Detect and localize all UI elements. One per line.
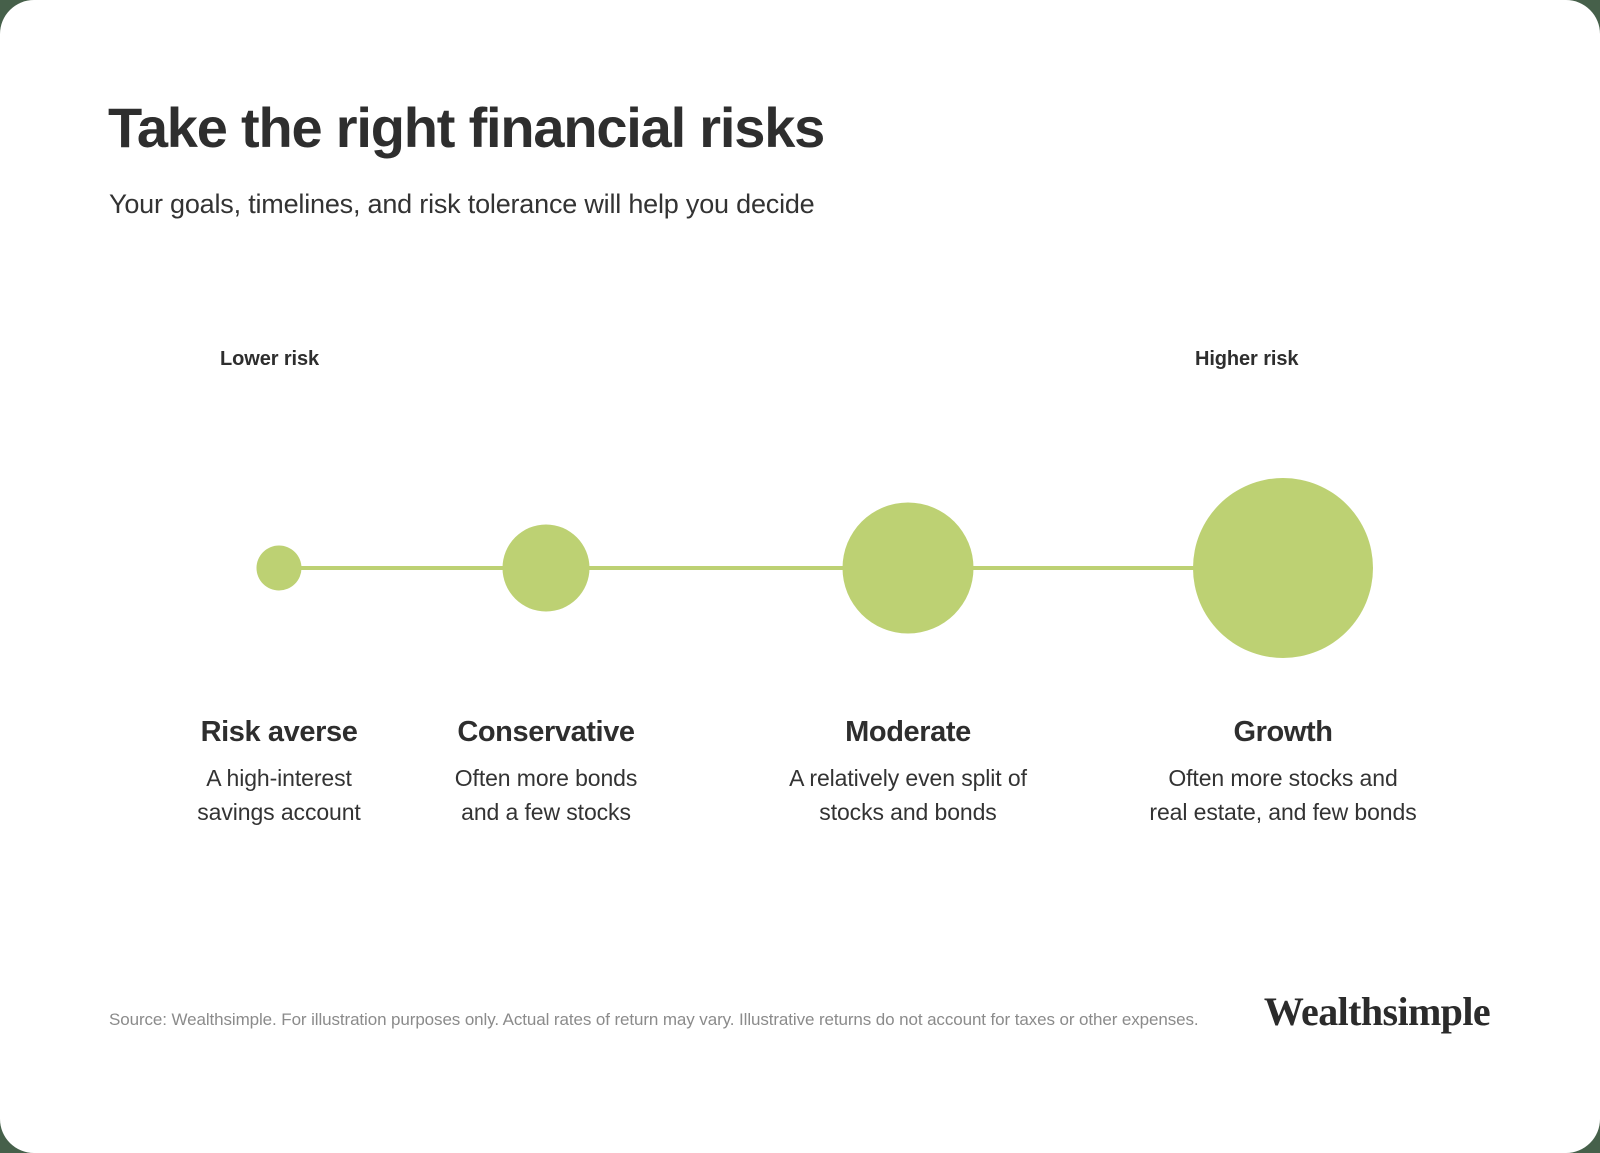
risk-category-description: A high-interest savings account xyxy=(197,765,361,825)
page-subtitle: Your goals, timelines, and risk toleranc… xyxy=(109,189,815,219)
risk-category-2: Moderate A relatively even split of stoc… xyxy=(789,716,1027,829)
risk-node-2 xyxy=(842,502,974,634)
wealthsimple-logo: Wealthsimple xyxy=(1263,989,1491,1034)
risk-category-title: Moderate xyxy=(845,716,971,748)
risk-category-0: Risk averse A high-interest savings acco… xyxy=(197,716,361,829)
risk-category-1: Conservative Often more bonds and a few … xyxy=(455,716,638,829)
risk-category-description: Often more bonds and a few stocks xyxy=(454,765,638,825)
risk-node-3 xyxy=(1193,478,1373,658)
risk-category-title: Conservative xyxy=(457,716,635,748)
spectrum-track xyxy=(279,566,1283,570)
risk-category-title: Risk averse xyxy=(200,716,358,748)
risk-category-3: Growth Often more stocks and real estate… xyxy=(1149,716,1416,829)
page-title: Take the right financial risks xyxy=(108,96,825,159)
risk-category-description: Often more stocks and real estate, and f… xyxy=(1149,765,1417,825)
risk-node-0 xyxy=(256,545,302,591)
scale-label-lower-risk: Lower risk xyxy=(220,348,320,370)
risk-category-title: Growth xyxy=(1233,716,1333,748)
risk-node-1 xyxy=(502,524,590,612)
source-note: Source: Wealthsimple. For illustration p… xyxy=(109,1010,1199,1029)
scale-label-higher-risk: Higher risk xyxy=(1195,348,1299,370)
risk-category-description: A relatively even split of stocks and bo… xyxy=(789,765,1027,825)
